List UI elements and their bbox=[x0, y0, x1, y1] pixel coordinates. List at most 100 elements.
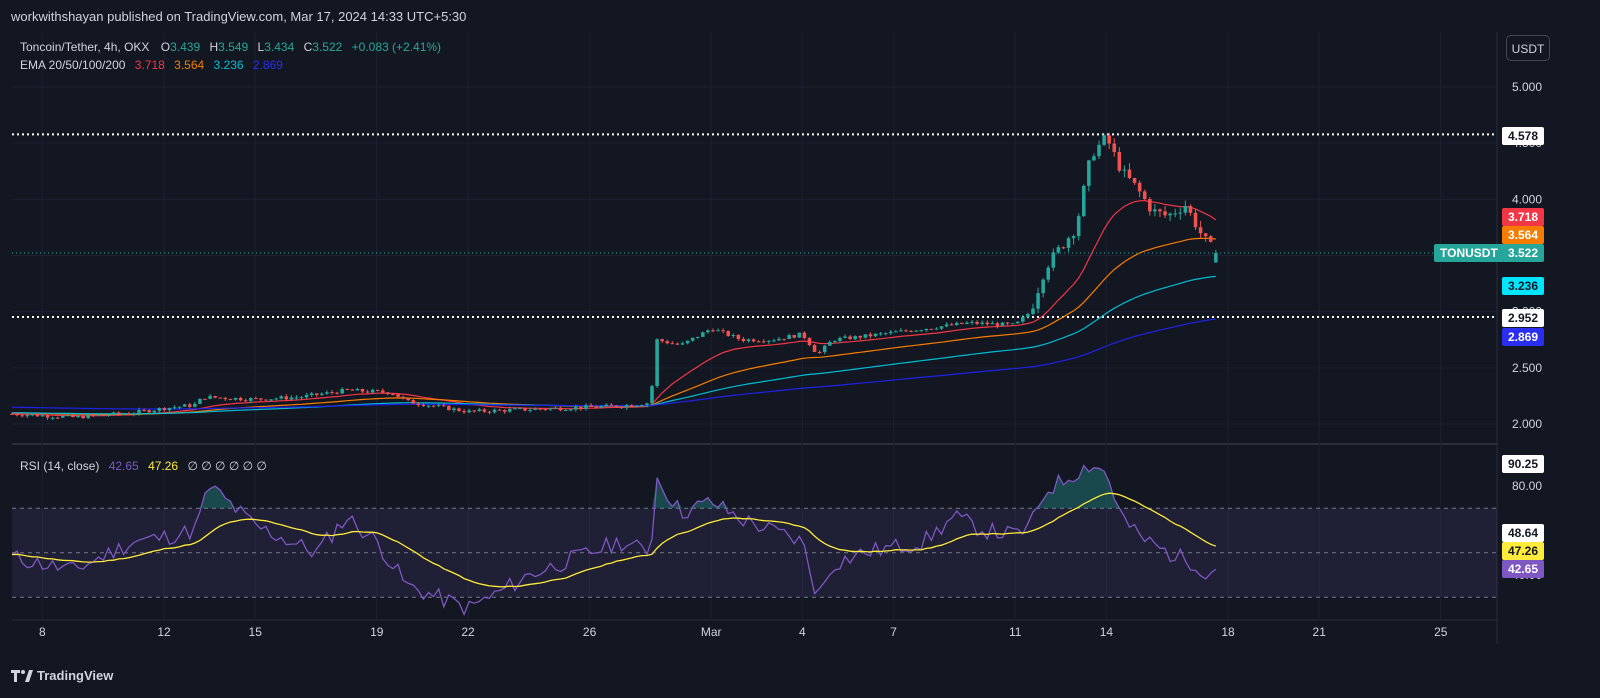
candle-body bbox=[508, 409, 512, 412]
close-value: 3.522 bbox=[312, 40, 343, 54]
currency-unit-button[interactable]: USDT bbox=[1506, 35, 1550, 61]
candle-body bbox=[375, 389, 380, 391]
candle-body bbox=[147, 410, 151, 413]
candle-body bbox=[822, 345, 827, 353]
candle-body bbox=[878, 333, 883, 335]
candle-body bbox=[482, 409, 487, 412]
candle-body bbox=[614, 405, 619, 408]
candle-body bbox=[188, 404, 192, 407]
candle-body bbox=[10, 413, 14, 415]
candle-body bbox=[538, 408, 543, 410]
price-tick-label: 2.500 bbox=[1512, 361, 1542, 375]
candle-body bbox=[360, 388, 365, 392]
candle-body bbox=[802, 332, 807, 338]
low-label: L bbox=[257, 40, 265, 54]
rsi-tick-label: 80.00 bbox=[1512, 479, 1542, 493]
candle-body bbox=[452, 408, 456, 411]
candle-body bbox=[670, 343, 675, 345]
candle-body bbox=[629, 405, 634, 407]
rsi-overbought-fill bbox=[12, 465, 1216, 509]
candle-body bbox=[1127, 169, 1132, 179]
candle-body bbox=[1203, 233, 1208, 237]
candle-body bbox=[563, 410, 568, 412]
candle-body bbox=[86, 414, 90, 419]
candle-body bbox=[944, 324, 949, 327]
candle-body bbox=[665, 341, 670, 344]
ema200-tag: 2.869 bbox=[1502, 328, 1545, 346]
symbol-name-tag: TONUSDT bbox=[1434, 244, 1504, 262]
candle-body bbox=[853, 336, 857, 340]
candle-body bbox=[756, 341, 761, 343]
candle-body bbox=[965, 322, 969, 324]
candle-body bbox=[350, 389, 355, 391]
candle-body bbox=[1122, 169, 1127, 171]
publisher-caption: workwithshayan published on TradingView.… bbox=[11, 9, 467, 24]
x-tick-label: 14 bbox=[1100, 625, 1114, 639]
candle-body bbox=[279, 396, 283, 399]
candle-body bbox=[198, 398, 202, 404]
last-price-tag: 3.522 bbox=[1502, 244, 1545, 262]
ema50-tag: 3.564 bbox=[1502, 226, 1545, 244]
candle-body bbox=[396, 394, 400, 397]
candle-body bbox=[238, 397, 243, 401]
candle-body bbox=[1061, 247, 1066, 249]
candle-body bbox=[1036, 293, 1040, 309]
candle-body bbox=[523, 408, 527, 411]
x-tick-label: 26 bbox=[583, 625, 597, 639]
candle-body bbox=[76, 415, 80, 418]
x-tick-label: 21 bbox=[1313, 625, 1327, 639]
candle-body bbox=[386, 392, 390, 395]
candle-body bbox=[142, 410, 146, 412]
candle-body bbox=[929, 328, 934, 330]
candle-body bbox=[1183, 206, 1188, 213]
candle-body bbox=[1092, 156, 1096, 161]
ema20-value: 3.718 bbox=[134, 58, 165, 72]
price-chart-svg[interactable]: 81215192226Mar4711141821255.0004.5004.00… bbox=[0, 32, 1600, 656]
candle-body bbox=[340, 388, 344, 394]
candle-body bbox=[193, 403, 197, 407]
ema-legend: EMA 20/50/100/200 3.718 3.564 3.236 2.86… bbox=[20, 58, 283, 72]
candle-body bbox=[248, 398, 253, 401]
rsi-legend: RSI (14, close) 42.65 47.26 ∅ ∅ ∅ ∅ ∅ ∅ bbox=[20, 459, 267, 473]
candle-body bbox=[645, 403, 649, 406]
candle-body bbox=[888, 331, 893, 334]
tradingview-logo[interactable]: TradingView bbox=[11, 668, 113, 683]
candle-body bbox=[1107, 135, 1111, 144]
candle-body bbox=[1117, 151, 1122, 171]
open-value: 3.439 bbox=[170, 40, 201, 54]
candle-body bbox=[152, 410, 157, 413]
candle-body bbox=[426, 405, 431, 407]
candle-body bbox=[1000, 322, 1005, 326]
candle-body bbox=[269, 399, 273, 401]
chart-area[interactable]: 81215192226Mar4711141821255.0004.5004.00… bbox=[0, 32, 1600, 656]
candle-body bbox=[497, 409, 502, 411]
price-tick-label: 5.000 bbox=[1512, 80, 1542, 94]
candle-body bbox=[609, 404, 614, 406]
candle-body bbox=[787, 335, 791, 339]
candle-body bbox=[934, 328, 939, 330]
symbol-legend: Toncoin/Tether, 4h, OKX O3.439 H3.549 L3… bbox=[20, 40, 441, 54]
candle-body bbox=[381, 390, 385, 393]
candle-body bbox=[919, 330, 924, 332]
x-tick-label: 11 bbox=[1009, 625, 1022, 639]
candle-body bbox=[548, 408, 553, 410]
candle-body bbox=[243, 400, 248, 402]
candle-body bbox=[1031, 308, 1035, 315]
candle-body bbox=[619, 407, 624, 409]
candle-body bbox=[294, 397, 299, 399]
candle-body bbox=[594, 406, 598, 408]
candle-body bbox=[858, 336, 863, 338]
candle-body bbox=[650, 386, 654, 404]
candle-body bbox=[284, 396, 289, 400]
candle-body bbox=[1102, 135, 1106, 145]
rsi-label: RSI (14, close) bbox=[20, 459, 100, 473]
ema20-line bbox=[11, 199, 1217, 417]
rsi-ma-tag: 47.26 bbox=[1502, 542, 1545, 560]
candle-body bbox=[767, 340, 771, 342]
candle-body bbox=[1208, 236, 1213, 242]
candle-body bbox=[746, 339, 751, 342]
ema200-value: 2.869 bbox=[252, 58, 283, 72]
candle-body bbox=[1081, 185, 1086, 217]
candle-body bbox=[568, 409, 573, 411]
candle-body bbox=[1142, 191, 1147, 200]
